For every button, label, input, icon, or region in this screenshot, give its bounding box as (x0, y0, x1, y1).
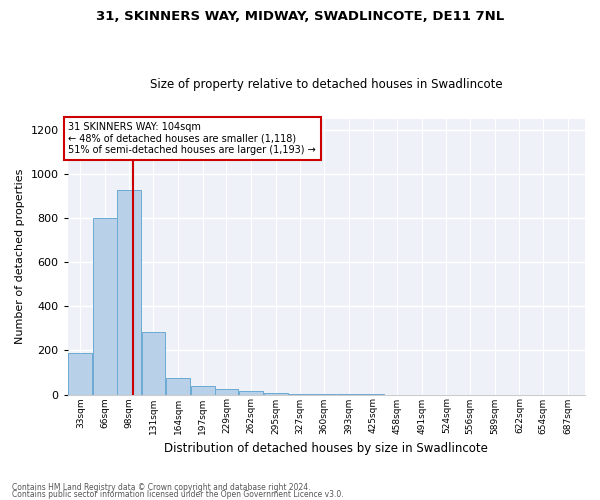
Text: Contains HM Land Registry data © Crown copyright and database right 2024.: Contains HM Land Registry data © Crown c… (12, 484, 311, 492)
Bar (93, 218, 117, 394)
Bar (239, 391, 263, 394)
Text: Contains public sector information licensed under the Open Government Licence v3: Contains public sector information licen… (12, 490, 344, 499)
X-axis label: Distribution of detached houses by size in Swadlincote: Distribution of detached houses by size … (164, 442, 488, 455)
Bar (191, 386, 215, 394)
Bar (117, 190, 141, 394)
Y-axis label: Number of detached properties: Number of detached properties (15, 169, 25, 344)
Text: 31, SKINNERS WAY, MIDWAY, SWADLINCOTE, DE11 7NL: 31, SKINNERS WAY, MIDWAY, SWADLINCOTE, D… (96, 10, 504, 23)
Bar (264, 392, 287, 394)
Bar (166, 378, 190, 394)
Title: Size of property relative to detached houses in Swadlincote: Size of property relative to detached ho… (150, 78, 503, 91)
Bar (142, 332, 166, 394)
Bar (215, 389, 238, 394)
Text: 31 SKINNERS WAY: 104sqm
← 48% of detached houses are smaller (1,118)
51% of semi: 31 SKINNERS WAY: 104sqm ← 48% of detache… (68, 122, 316, 155)
Bar (68, 352, 92, 395)
